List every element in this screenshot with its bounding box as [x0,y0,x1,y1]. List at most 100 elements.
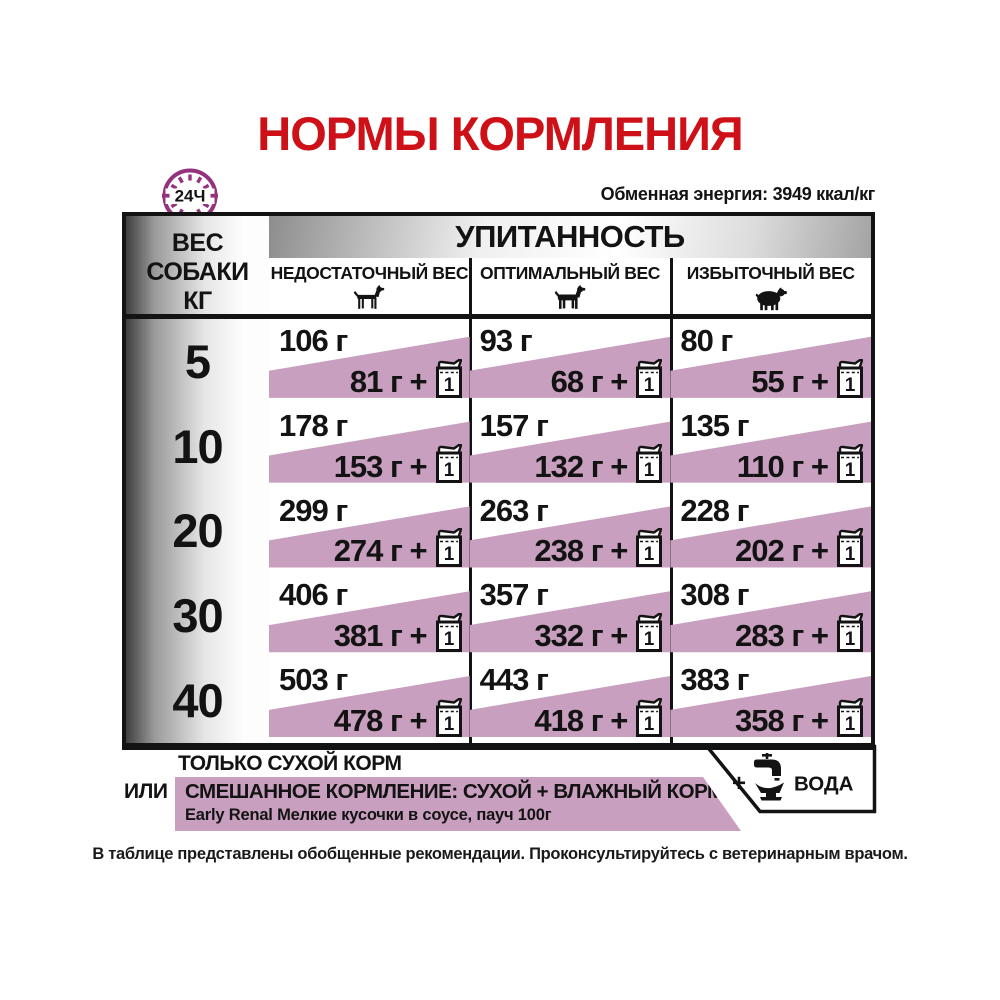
weight-column: ВЕС СОБАКИ КГ 5 10 20 30 40 [126,216,269,743]
mixed-feeding-band: СМЕШАННОЕ КОРМЛЕНИЕ: СУХОЙ + ВЛАЖНЫЙ КОР… [175,777,741,831]
mixed-ration-line: 202 г + 1 [735,528,865,568]
dog-weight-value: 5 [184,334,211,388]
mixed-ration-line: 381 г + 1 [334,613,464,653]
mixed-ration-line: 68 г + 1 [550,358,665,399]
wet-pouch-icon: 1 [435,443,462,483]
dry-only-grams: 106 г [279,323,348,358]
condition-column-header: ОПТИМАЛЬНЫЙ ВЕС [470,258,671,314]
mixed-ration-line: 110 г + 1 [736,443,865,484]
dry-only-label: ТОЛЬКО СУХОЙ КОРМ [178,752,402,775]
mixed-dry-grams: 332 г + [534,618,628,654]
footer-disclaimer: В таблице представлены обобщенные рекоме… [92,845,908,863]
wet-pouch-icon: 1 [837,613,864,653]
or-label: ИЛИ [124,780,168,803]
ration-cell: 263 г 238 г + 1 [469,489,671,574]
mixed-ration-line: 81 г + 1 [349,358,464,399]
underweight-dog-icon [350,285,388,312]
dog-weight-value: 30 [172,589,223,643]
mixed-ration-line: 283 г + 1 [735,613,865,653]
mixed-dry-grams: 132 г + [534,448,628,484]
mixed-feeding-label: СМЕШАННОЕ КОРМЛЕНИЕ: СУХОЙ + ВЛАЖНЫЙ КОР… [185,780,724,803]
pouch-count: 1 [644,629,655,650]
dry-only-grams: 357 г [479,577,549,613]
ration-cell: 299 г 274 г + 1 [269,489,470,574]
weight-values: 5 10 20 30 40 [126,319,269,743]
wet-pouch-icon: 1 [636,358,663,398]
ration-cell: 228 г 202 г + 1 [670,489,871,574]
ration-cell: 406 г 381 г + 1 [269,573,470,658]
pouch-count: 1 [845,714,856,735]
pouch-count: 1 [443,544,454,565]
ration-cell: 178 г 153 г + 1 [269,404,470,489]
mixed-dry-grams: 55 г + [751,363,829,399]
mixed-ration-line: 238 г + 1 [534,528,664,568]
ration-cell: 383 г 358 г + 1 [670,658,871,743]
pouch-count: 1 [443,375,454,396]
weight-header-line: СОБАКИ [146,258,249,286]
column-divider [469,258,472,743]
ration-cell: 503 г 478 г + 1 [269,658,470,743]
mixed-ration-line: 132 г + 1 [534,443,664,484]
dry-only-grams: 406 г [279,577,348,613]
mixed-dry-grams: 358 г + [735,702,829,738]
page-title: НОРМЫ КОРМЛЕНИЯ [257,107,743,160]
ration-cell: 308 г 283 г + 1 [670,573,871,658]
condition-column-header: ИЗБЫТОЧНЫЙ ВЕС [670,258,871,314]
ration-cell: 106 г 81 г + 1 [269,319,470,404]
wet-pouch-icon: 1 [837,358,864,398]
mixed-dry-grams: 81 г + [349,363,428,399]
dry-only-grams: 503 г [279,662,348,698]
mixed-feeding-product: Early Renal Мелкие кусочки в соусе, пауч… [185,806,552,824]
water-label: ВОДА [794,773,854,796]
dog-weight-value: 20 [172,504,223,558]
ration-cell: 135 г 110 г + 1 [670,404,871,489]
plus-sign: + [732,770,746,797]
mixed-ration-line: 478 г + 1 [334,697,464,738]
wet-pouch-icon: 1 [837,697,864,737]
dry-only-grams: 157 г [479,407,549,443]
mixed-ration-line: 274 г + 1 [334,528,464,568]
condition-column-label: ОПТИМАЛЬНЫЙ ВЕС [480,263,660,283]
mixed-dry-grams: 110 г + [736,448,829,484]
dry-only-grams: 308 г [680,577,749,613]
wet-pouch-icon: 1 [435,528,462,568]
wet-pouch-icon: 1 [636,528,663,568]
wet-pouch-icon: 1 [435,613,462,653]
weight-header-line: ВЕС [171,229,224,257]
mixed-dry-grams: 68 г + [550,363,629,399]
weight-header-line: КГ [183,287,212,315]
pouch-count: 1 [443,714,454,735]
ration-cell: 80 г 55 г + 1 [670,319,871,404]
wet-pouch-icon: 1 [636,443,663,483]
header-rule [126,314,871,319]
pouch-count: 1 [644,544,655,565]
clock-badge-label: 24Ч [175,187,206,206]
dry-only-grams: 80 г [680,323,733,358]
overweight-dog-icon [752,285,790,312]
optimal-weight-dog-icon [551,285,589,312]
mixed-dry-grams: 381 г + [333,618,428,654]
water-tap-bowl-icon [754,753,784,801]
weight-column-header: ВЕС СОБАКИ КГ [126,216,269,316]
dry-only-grams: 228 г [680,492,749,528]
pouch-count: 1 [845,629,856,650]
mixed-dry-grams: 202 г + [735,533,829,569]
dry-only-grams: 135 г [680,407,749,443]
ration-cell: 443 г 418 г + 1 [469,658,671,743]
metabolizable-energy-note: Обменная энергия: 3949 ккал/кг [600,184,876,204]
mixed-dry-grams: 283 г + [735,618,829,654]
pouch-count: 1 [845,375,856,396]
mixed-dry-grams: 153 г + [333,448,428,484]
water-panel: + ВОДА [703,744,877,814]
mixed-ration-line: 332 г + 1 [534,613,664,653]
dry-only-grams: 383 г [680,662,749,698]
dog-weight-value: 10 [172,419,223,473]
pouch-count: 1 [443,629,454,650]
mixed-ration-line: 55 г + 1 [751,358,865,399]
pouch-count: 1 [644,375,655,396]
mixed-dry-grams: 238 г + [534,533,628,569]
dry-only-grams: 299 г [279,492,348,528]
pouch-count: 1 [845,460,856,481]
wet-pouch-icon: 1 [636,613,663,653]
pouch-count: 1 [443,460,454,481]
